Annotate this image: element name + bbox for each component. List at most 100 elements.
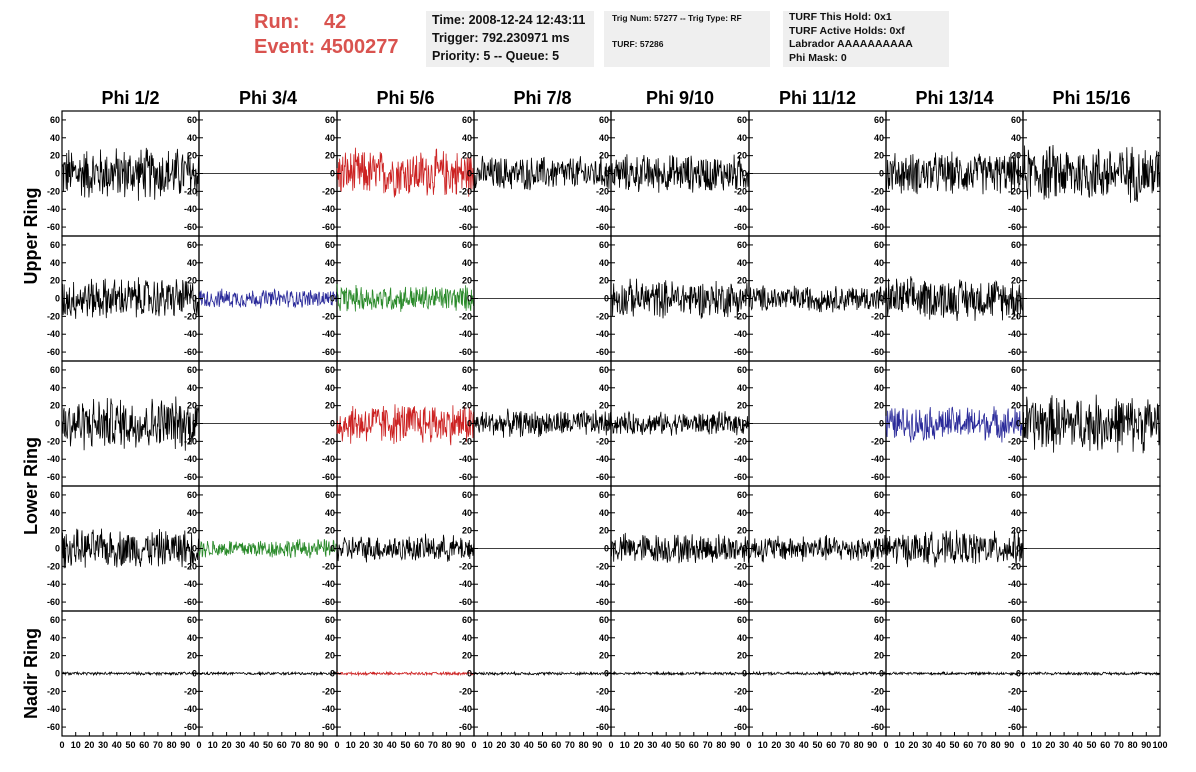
- y-tick-label: 20: [737, 651, 747, 661]
- run-label: Run:: [254, 11, 300, 33]
- y-tick-label: -60: [47, 347, 60, 357]
- y-tick-label: 20: [1011, 526, 1021, 536]
- y-tick-label: 0: [1016, 544, 1021, 554]
- x-tick-label: 60: [139, 740, 149, 750]
- y-tick-label: 20: [599, 651, 609, 661]
- turf-text: TURF: 57286: [612, 39, 664, 49]
- x-tick-label: 30: [98, 740, 108, 750]
- y-tick-label: 60: [325, 615, 335, 625]
- waveform-trace: [336, 404, 475, 446]
- y-tick-label: -60: [871, 472, 884, 482]
- y-tick-label: -40: [459, 704, 472, 714]
- y-tick-label: -40: [1008, 204, 1021, 214]
- y-tick-label: 20: [874, 651, 884, 661]
- y-tick-label: 20: [599, 276, 609, 286]
- y-tick-label: 60: [1011, 490, 1021, 500]
- y-tick-label: -60: [322, 222, 335, 232]
- y-tick-label: 0: [467, 419, 472, 429]
- waveform-trace: [748, 534, 887, 563]
- y-tick-label: -20: [459, 561, 472, 571]
- x-tick-label: 40: [524, 740, 534, 750]
- y-tick-label: 0: [1016, 169, 1021, 179]
- y-tick-label: 40: [325, 508, 335, 518]
- y-tick-label: 60: [325, 365, 335, 375]
- y-tick-label: -20: [734, 686, 747, 696]
- x-tick-label: 50: [675, 740, 685, 750]
- x-tick-label: 50: [537, 740, 547, 750]
- waveform-trace: [885, 670, 1024, 677]
- y-tick-label: -20: [871, 686, 884, 696]
- y-tick-label: 20: [599, 526, 609, 536]
- y-tick-label: -60: [184, 347, 197, 357]
- time-text: Time: 2008-12-24 12:43:11: [432, 13, 586, 27]
- y-tick-label: 60: [599, 615, 609, 625]
- y-tick-label: 20: [50, 401, 60, 411]
- y-tick-label: -20: [184, 686, 197, 696]
- y-tick-label: -20: [322, 186, 335, 196]
- y-tick-label: -60: [184, 472, 197, 482]
- event-value: 4500277: [320, 36, 399, 58]
- y-tick-label: -20: [322, 686, 335, 696]
- column-header: Phi 15/16: [1052, 88, 1130, 108]
- x-tick-label: 70: [291, 740, 301, 750]
- y-tick-label: -40: [734, 454, 747, 464]
- y-tick-label: 0: [467, 294, 472, 304]
- y-tick-label: 40: [50, 633, 60, 643]
- y-tick-label: 0: [192, 419, 197, 429]
- waveform-trace: [61, 670, 200, 677]
- labrador-text: Labrador AAAAAAAAAA: [789, 38, 913, 50]
- waveform-trace: [61, 147, 200, 201]
- y-tick-label: -20: [184, 186, 197, 196]
- y-tick-label: -60: [734, 222, 747, 232]
- y-tick-label: -60: [596, 347, 609, 357]
- y-tick-label: -60: [871, 597, 884, 607]
- y-tick-label: -60: [596, 472, 609, 482]
- y-tick-label: 20: [325, 651, 335, 661]
- y-tick-label: 40: [1011, 633, 1021, 643]
- waveform-trace: [336, 283, 475, 312]
- waveform-trace: [610, 154, 750, 193]
- waveform-trace: [748, 670, 887, 677]
- waveform-trace: [473, 408, 612, 438]
- y-tick-label: -20: [734, 561, 747, 571]
- y-tick-label: 40: [50, 508, 60, 518]
- x-tick-label: 30: [647, 740, 657, 750]
- y-tick-label: 60: [187, 240, 197, 250]
- y-tick-label: 60: [462, 615, 472, 625]
- y-tick-label: 20: [462, 276, 472, 286]
- y-tick-label: -60: [1008, 597, 1021, 607]
- y-tick-label: -60: [596, 597, 609, 607]
- y-tick-label: -40: [184, 704, 197, 714]
- y-tick-label: 40: [187, 508, 197, 518]
- y-tick-label: -60: [596, 722, 609, 732]
- y-tick-label: -20: [1008, 686, 1021, 696]
- y-tick-label: 40: [187, 383, 197, 393]
- y-tick-label: 0: [604, 419, 609, 429]
- y-tick-label: -60: [734, 472, 747, 482]
- y-tick-label: -40: [322, 454, 335, 464]
- waveform-trace: [336, 147, 475, 198]
- x-tick-label: 50: [263, 740, 273, 750]
- y-tick-label: 60: [50, 490, 60, 500]
- y-tick-label: -20: [184, 561, 197, 571]
- trigger-info-box: Trig Num: 57277 -- Trig Type: RF TURF: 5…: [604, 11, 770, 67]
- y-tick-label: 20: [325, 151, 335, 161]
- x-tick-label: 10: [483, 740, 493, 750]
- waveform-trace: [1022, 394, 1161, 454]
- y-tick-label: -40: [459, 454, 472, 464]
- y-tick-label: -40: [47, 454, 60, 464]
- waveform-trace: [1022, 144, 1161, 203]
- column-header: Phi 13/14: [915, 88, 993, 108]
- y-tick-label: -20: [184, 436, 197, 446]
- x-tick-label: 80: [442, 740, 452, 750]
- y-tick-label: -40: [734, 704, 747, 714]
- y-tick-label: -60: [1008, 722, 1021, 732]
- y-tick-label: 0: [742, 669, 747, 679]
- y-tick-label: 60: [737, 615, 747, 625]
- y-tick-label: 0: [330, 669, 335, 679]
- waveform-trace: [610, 670, 750, 677]
- y-tick-label: -60: [47, 472, 60, 482]
- y-tick-label: 0: [55, 669, 60, 679]
- y-tick-label: 20: [325, 276, 335, 286]
- y-tick-label: 40: [1011, 508, 1021, 518]
